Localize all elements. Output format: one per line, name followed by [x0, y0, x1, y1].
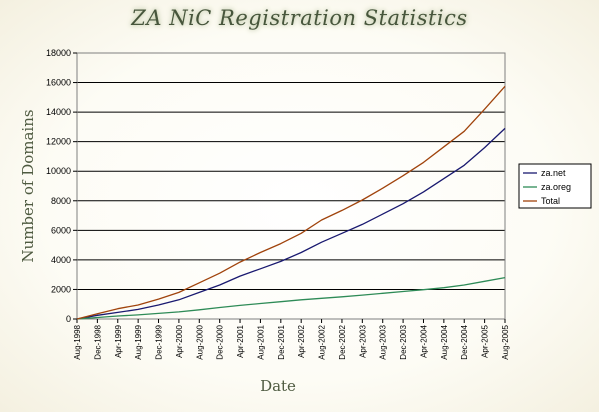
y-tick-label: 0 [66, 314, 71, 324]
y-tick-label: 14000 [46, 107, 71, 117]
x-tick-label: Aug-1998 [73, 324, 82, 359]
x-tick-label: Dec-2002 [338, 324, 347, 359]
y-tick-label: 4000 [51, 255, 71, 265]
y-tick-label: 16000 [46, 78, 71, 88]
x-tick-label: Apr-2002 [297, 324, 306, 357]
y-tick-label: 6000 [51, 225, 71, 235]
plot-area-border [76, 52, 506, 320]
chart-title: ZA NiC Registration Statistics [131, 6, 468, 30]
x-tick-label: Aug-2005 [501, 324, 510, 359]
x-tick-label: Aug-2003 [379, 324, 388, 359]
x-tick-label: Dec-2000 [216, 324, 225, 359]
x-tick-label: Apr-2004 [419, 324, 428, 357]
x-tick-label: Dec-2003 [399, 324, 408, 359]
y-axis-label: Number of Domains [19, 109, 37, 262]
x-tick-label: Apr-2000 [175, 324, 184, 357]
x-tick-label: Dec-1999 [155, 324, 164, 359]
x-tick-label: Aug-2004 [440, 324, 449, 359]
x-axis-label: Date [260, 377, 296, 395]
y-tick-label: 18000 [46, 48, 71, 58]
series-line-za-net [76, 127, 506, 320]
x-tick-label: Aug-1999 [134, 324, 143, 359]
y-tick-label: 2000 [51, 284, 71, 294]
legend: za.net za.oreg Total [518, 163, 592, 209]
x-tick-label: Apr-2003 [358, 324, 367, 357]
y-axis-ticks: 0 2000 4000 6000 8000 10000 12000 14000 16000 180… [46, 48, 77, 324]
x-tick-label: Dec-1998 [93, 324, 102, 359]
x-tick-label: Aug-2001 [256, 324, 265, 359]
legend-label-za-oreg: za.oreg [541, 182, 571, 192]
y-tick-label: 10000 [46, 166, 71, 176]
x-tick-label: Apr-1999 [114, 324, 123, 357]
series [76, 85, 506, 320]
y-tick-label: 8000 [51, 196, 71, 206]
legend-label-total: Total [541, 196, 560, 206]
x-tick-label: Aug-2002 [318, 324, 327, 359]
series-line-total [76, 85, 506, 320]
x-tick-label: Dec-2001 [277, 324, 286, 359]
legend-label-za-net: za.net [541, 168, 566, 178]
x-axis-ticks: Aug-1998 Dec-1998 Apr-1999 Aug-1999 Dec-1999… [73, 319, 510, 360]
x-tick-label: Apr-2005 [481, 324, 490, 357]
y-tick-label: 12000 [46, 137, 71, 147]
x-tick-label: Dec-2004 [460, 324, 469, 359]
gridlines [77, 82, 505, 290]
x-tick-label: Apr-2001 [236, 324, 245, 357]
x-tick-label: Aug-2000 [195, 324, 204, 359]
series-line-za-oreg [76, 276, 506, 320]
